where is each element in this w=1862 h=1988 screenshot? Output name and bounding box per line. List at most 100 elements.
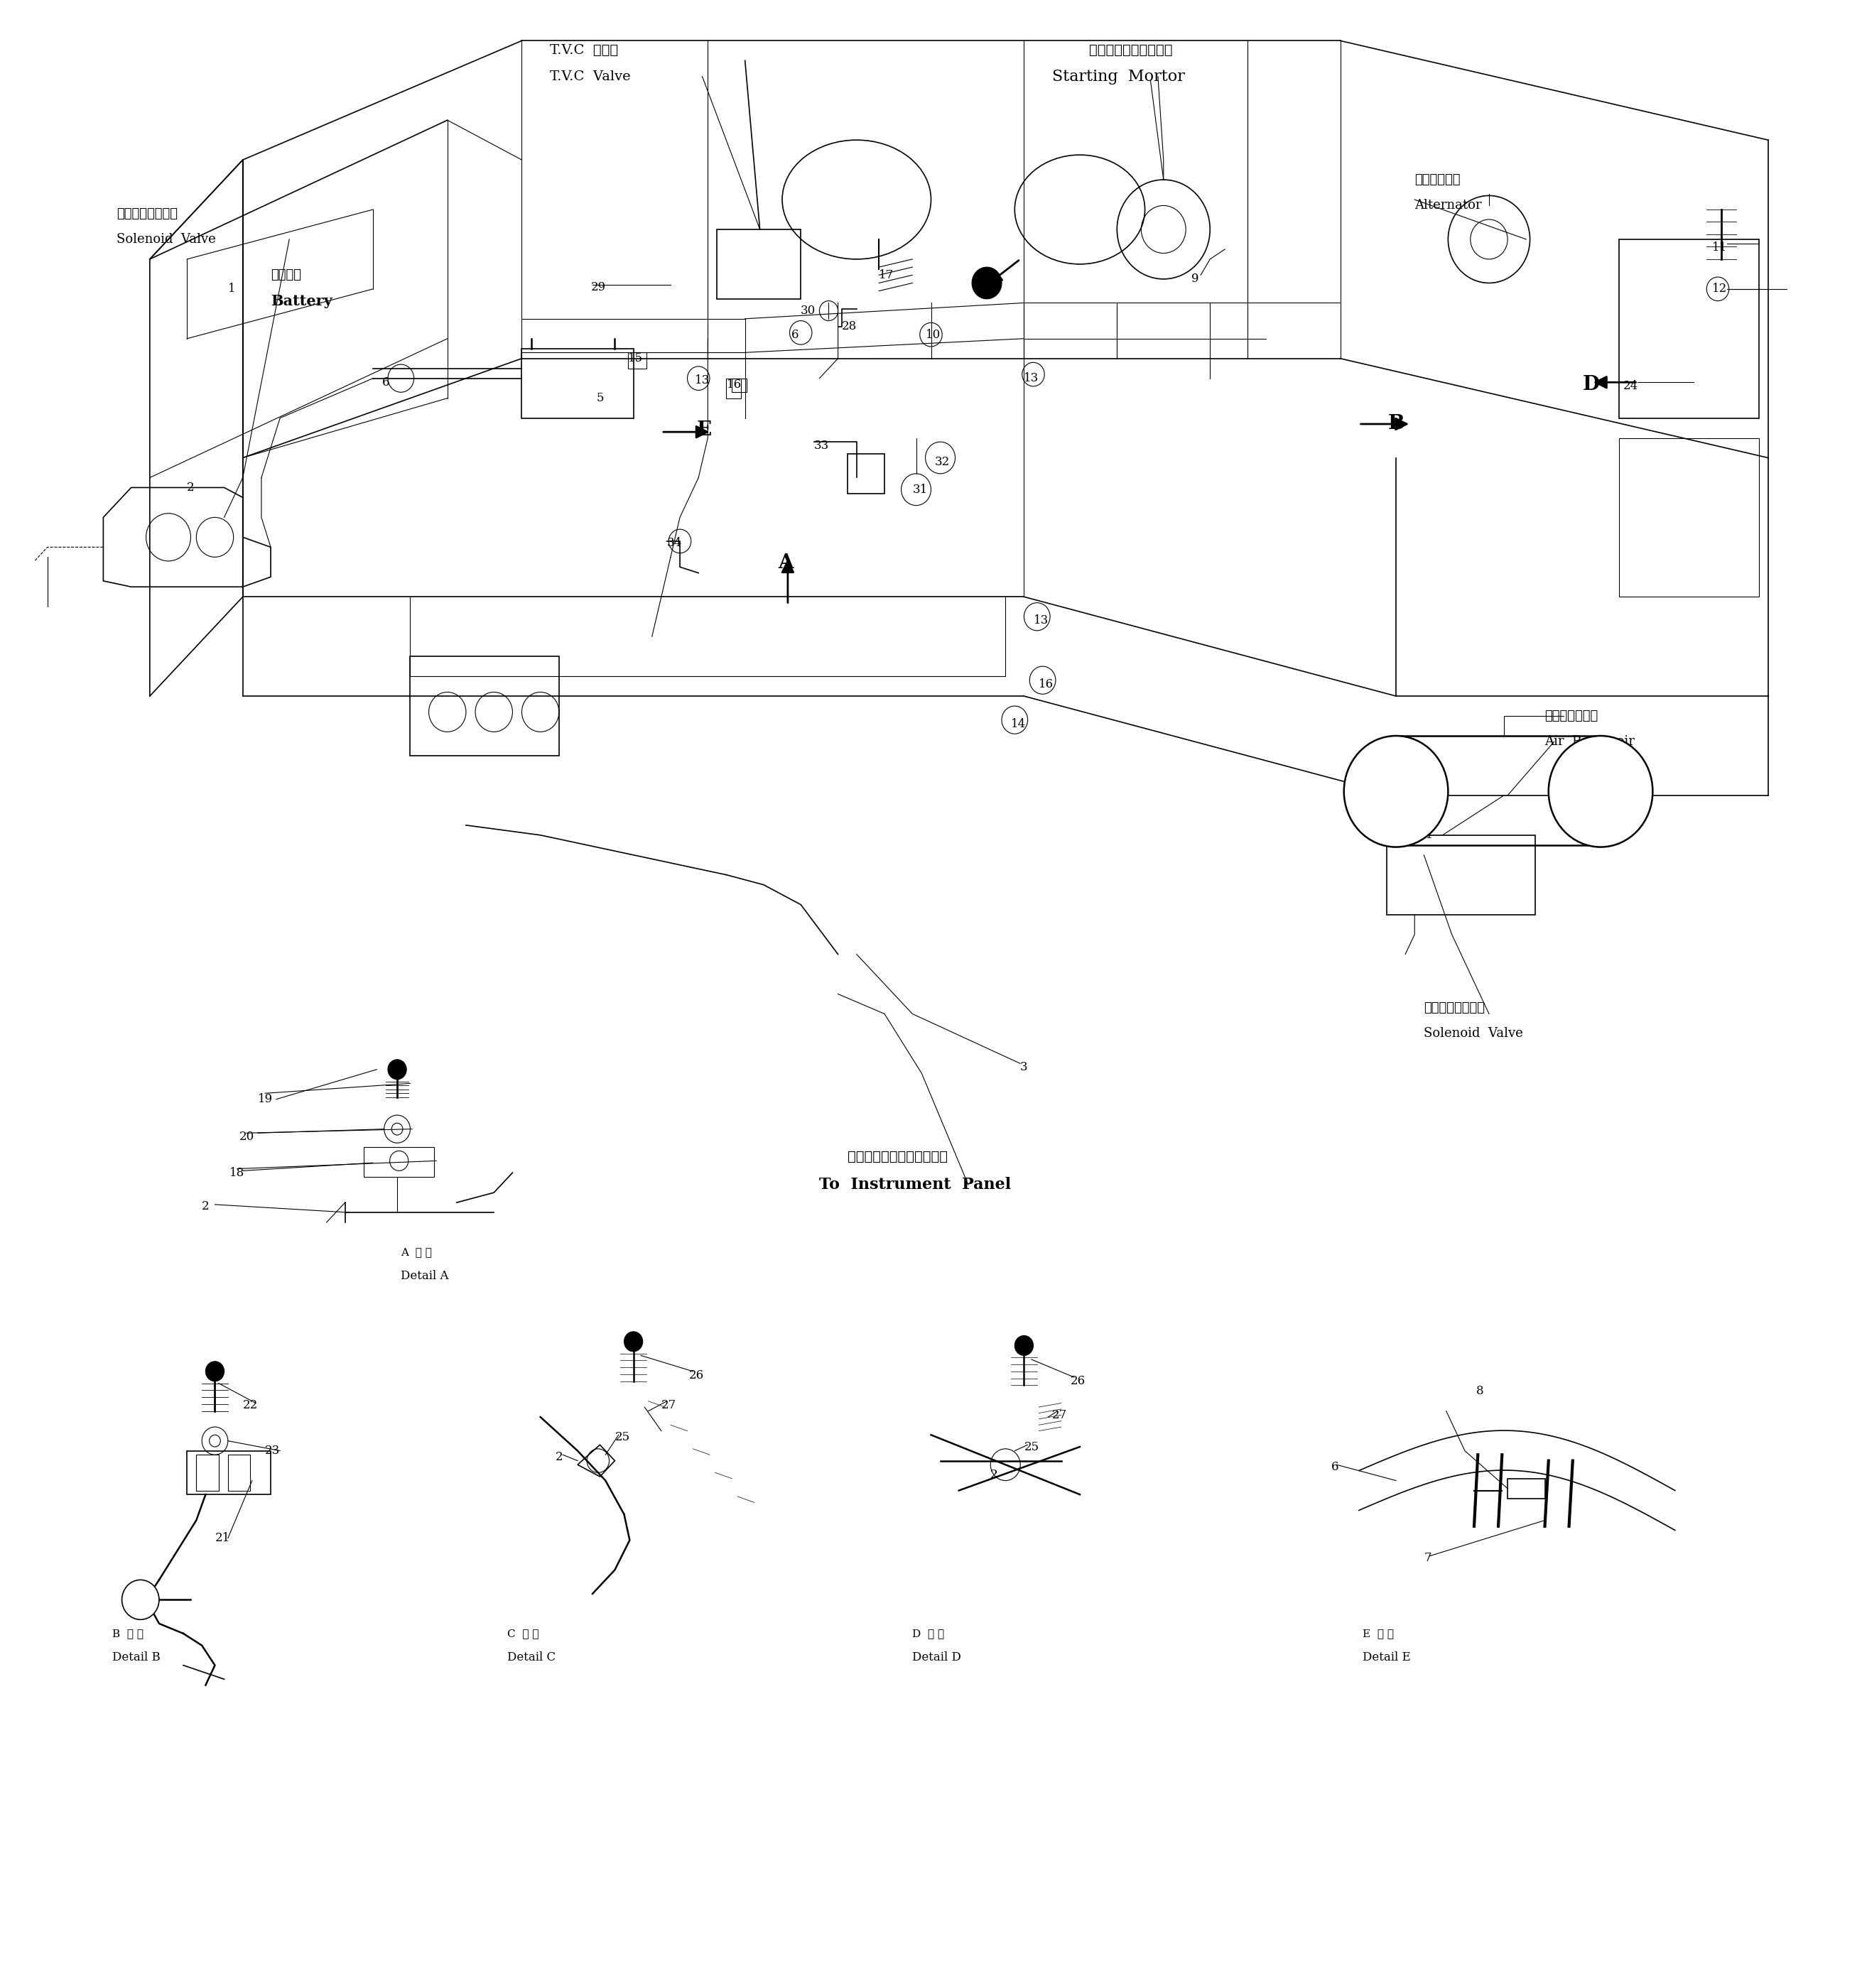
- Text: 2: 2: [201, 1201, 209, 1213]
- Text: バッテリ: バッテリ: [270, 268, 302, 282]
- Text: 2: 2: [186, 481, 194, 493]
- Text: A  詳 細: A 詳 細: [400, 1246, 432, 1256]
- Text: インスツルメントパネルへ: インスツルメントパネルへ: [847, 1151, 948, 1163]
- Bar: [1620, 437, 1760, 596]
- Text: Detail A: Detail A: [400, 1270, 449, 1282]
- Text: 23: 23: [264, 1445, 279, 1457]
- Text: B: B: [1387, 414, 1404, 433]
- Text: 7: 7: [1424, 1553, 1432, 1565]
- Text: Detail C: Detail C: [506, 1652, 555, 1664]
- Circle shape: [624, 1332, 642, 1352]
- Text: D: D: [1583, 374, 1599, 394]
- Circle shape: [121, 1580, 158, 1620]
- Text: 15: 15: [627, 352, 642, 364]
- Bar: [732, 378, 747, 392]
- Text: 3: 3: [1020, 1062, 1028, 1074]
- Text: 28: 28: [842, 320, 857, 332]
- Bar: [1396, 736, 1601, 845]
- Bar: [363, 1147, 434, 1177]
- Circle shape: [205, 1362, 223, 1382]
- Text: 25: 25: [614, 1431, 629, 1443]
- Text: エアーリザーバ: エアーリザーバ: [1545, 710, 1598, 722]
- Text: C  詳 細: C 詳 細: [506, 1628, 538, 1638]
- Text: 19: 19: [257, 1093, 272, 1105]
- Text: Starting  Mortor: Starting Mortor: [1052, 70, 1184, 83]
- Text: 9: 9: [1192, 272, 1199, 284]
- Text: 22: 22: [242, 1400, 257, 1411]
- Text: D  詳 細: D 詳 細: [912, 1628, 944, 1638]
- Text: 29: 29: [590, 280, 605, 292]
- Text: 8: 8: [1477, 1386, 1484, 1398]
- Text: C: C: [974, 280, 989, 298]
- Text: 31: 31: [912, 483, 927, 495]
- Text: E: E: [696, 419, 711, 439]
- Text: 14: 14: [1011, 718, 1026, 730]
- Text: T.V.C  バルブ: T.V.C バルブ: [549, 44, 618, 58]
- Text: 13: 13: [1033, 614, 1048, 626]
- Text: 10: 10: [925, 328, 940, 340]
- Text: 2: 2: [991, 1469, 998, 1481]
- Text: 27: 27: [1052, 1409, 1067, 1421]
- Text: 6: 6: [791, 328, 799, 340]
- Text: Air  Reservoir: Air Reservoir: [1545, 736, 1635, 747]
- Text: 30: 30: [801, 304, 816, 316]
- Text: 6: 6: [382, 376, 389, 388]
- Text: 34: 34: [667, 537, 681, 549]
- Text: 4: 4: [1424, 829, 1432, 841]
- Text: To  Instrument  Panel: To Instrument Panel: [819, 1177, 1011, 1193]
- Text: 21: 21: [214, 1533, 231, 1545]
- Text: 24: 24: [1624, 380, 1639, 392]
- Text: 17: 17: [879, 268, 894, 280]
- Bar: [196, 1455, 218, 1491]
- Text: E  詳 細: E 詳 細: [1363, 1628, 1395, 1638]
- Text: 5: 5: [596, 392, 603, 404]
- Bar: [726, 378, 741, 398]
- Text: 26: 26: [1071, 1376, 1086, 1388]
- Text: 11: 11: [1713, 241, 1728, 252]
- Text: Solenoid  Valve: Solenoid Valve: [115, 233, 216, 247]
- Bar: [627, 352, 646, 368]
- Text: 33: 33: [814, 439, 829, 451]
- Text: A: A: [778, 553, 793, 573]
- Bar: [227, 1455, 250, 1491]
- Text: 16: 16: [1039, 678, 1054, 690]
- Text: 20: 20: [238, 1131, 255, 1143]
- Text: スターティングモータ: スターティングモータ: [1089, 44, 1173, 58]
- Circle shape: [972, 266, 1002, 298]
- Bar: [1387, 835, 1536, 914]
- Text: 13: 13: [1024, 372, 1039, 384]
- Text: ソレノイドバルブ: ソレノイドバルブ: [115, 207, 177, 221]
- Circle shape: [387, 1060, 406, 1079]
- Text: Battery: Battery: [270, 294, 331, 308]
- Bar: [1620, 239, 1760, 417]
- Text: Detail E: Detail E: [1363, 1652, 1411, 1664]
- Text: Detail D: Detail D: [912, 1652, 961, 1664]
- Text: 27: 27: [661, 1400, 676, 1411]
- Text: 6: 6: [1331, 1461, 1339, 1473]
- Text: 2: 2: [555, 1451, 562, 1463]
- Bar: [186, 1451, 270, 1495]
- Text: Solenoid  Valve: Solenoid Valve: [1424, 1028, 1523, 1040]
- Circle shape: [1344, 736, 1449, 847]
- Text: Detail B: Detail B: [112, 1652, 160, 1664]
- Text: 13: 13: [695, 374, 709, 386]
- Text: B  詳 細: B 詳 細: [112, 1628, 143, 1638]
- Text: 16: 16: [726, 378, 741, 390]
- Text: Alternator: Alternator: [1415, 199, 1482, 213]
- Bar: [1508, 1479, 1545, 1499]
- Bar: [410, 656, 559, 755]
- Text: ソレノイドバルブ: ソレノイドバルブ: [1424, 1002, 1486, 1014]
- Bar: [847, 453, 884, 493]
- Bar: [521, 348, 633, 417]
- Text: 1: 1: [227, 282, 235, 294]
- Text: オルタネータ: オルタネータ: [1415, 173, 1460, 187]
- Text: T.V.C  Valve: T.V.C Valve: [549, 70, 631, 83]
- Bar: [717, 229, 801, 298]
- Text: 18: 18: [229, 1167, 246, 1179]
- Text: 26: 26: [689, 1370, 704, 1382]
- Circle shape: [1015, 1336, 1033, 1356]
- Text: 12: 12: [1713, 282, 1728, 294]
- Text: 32: 32: [935, 455, 950, 467]
- Circle shape: [1549, 736, 1653, 847]
- Text: 25: 25: [1024, 1441, 1039, 1453]
